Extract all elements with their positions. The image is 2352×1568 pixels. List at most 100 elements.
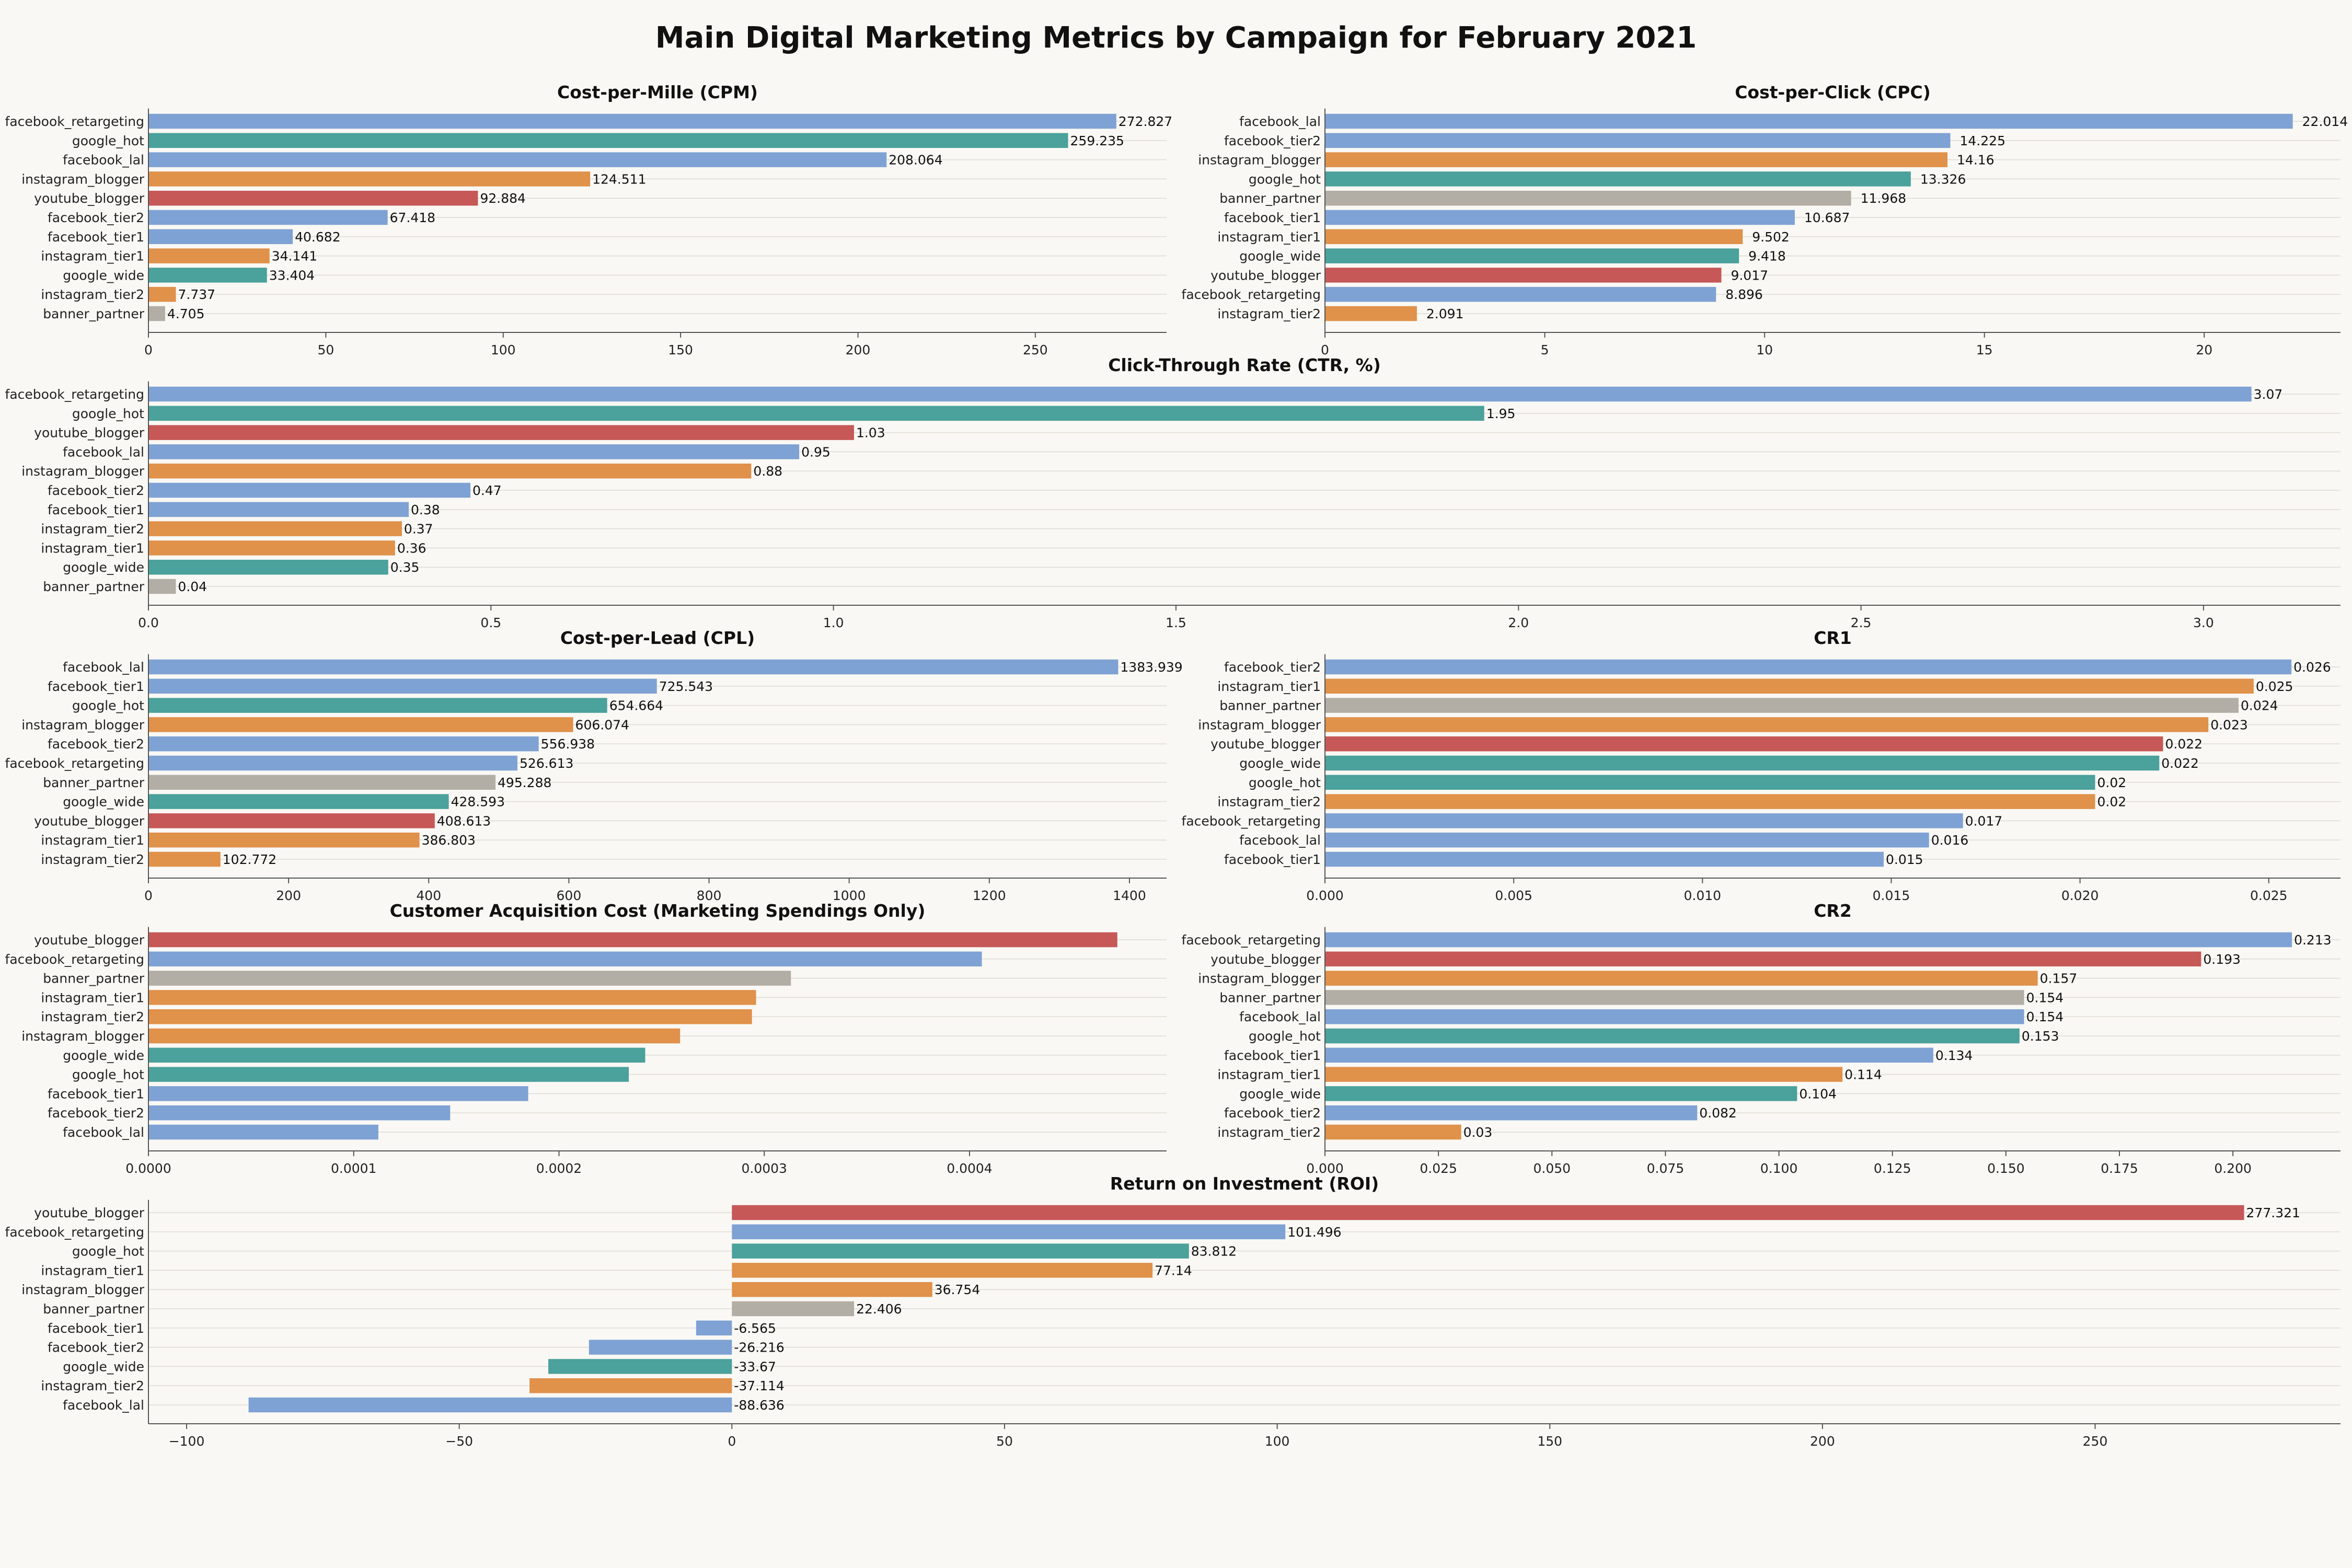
category-label: facebook_tier1 — [48, 1086, 144, 1101]
x-tick-label: 5 — [1541, 342, 1549, 358]
x-tick-label: 0.0 — [138, 615, 159, 630]
category-label: youtube_blogger — [1210, 736, 1321, 752]
value-label: 0.38 — [411, 502, 440, 517]
bar-youtube_blogger — [732, 1205, 2244, 1220]
value-label: 0.37 — [404, 522, 433, 537]
bar-instagram_blogger — [148, 171, 591, 187]
bar-instagram_tier1 — [1325, 1067, 1843, 1082]
value-label: 10.687 — [1804, 210, 1850, 225]
bar-instagram_tier2 — [148, 286, 176, 302]
category-label: youtube_blogger — [34, 191, 145, 206]
value-label: -88.636 — [734, 1398, 785, 1413]
value-label: 0.193 — [2203, 952, 2241, 967]
category-label: youtube_blogger — [34, 932, 145, 948]
value-label: 0.02 — [2097, 794, 2127, 810]
bar-google_hot — [148, 698, 607, 713]
chart-panel-4: Cost-per-Lead (CPL) facebook_lal 1383.939 f… — [5, 628, 1183, 903]
category-label: banner_partner — [43, 306, 145, 321]
x-tick-label: 200 — [1810, 1434, 1835, 1449]
value-label: 8.896 — [1725, 287, 1763, 302]
x-tick-label: 15 — [1976, 342, 1993, 358]
bar-youtube_blogger — [1325, 951, 2201, 967]
x-tick-label: 0.0003 — [741, 1161, 787, 1176]
bar-facebook_tier1 — [1325, 210, 1795, 225]
chart-panel-2: Cost-per-Click (CPC) facebook_lal 22.014 fa… — [1182, 82, 2348, 358]
value-label: 1.95 — [1486, 406, 1516, 421]
category-label: facebook_tier2 — [48, 736, 144, 752]
x-tick-label: 1400 — [1113, 888, 1146, 903]
bar-facebook_tier2 — [1325, 133, 1951, 148]
bar-youtube_blogger — [148, 932, 1117, 948]
x-tick-label: 0.005 — [1495, 888, 1532, 903]
bar-instagram_tier2 — [148, 851, 221, 867]
x-tick-label: 0 — [728, 1434, 736, 1449]
category-label: instagram_blogger — [21, 1029, 144, 1044]
bar-banner_partner — [148, 306, 165, 321]
category-label: facebook_tier2 — [48, 483, 144, 498]
x-tick-label: 0.100 — [1760, 1161, 1798, 1176]
value-label: 101.496 — [1287, 1225, 1341, 1240]
x-tick-label: 1.0 — [823, 615, 844, 630]
bar-facebook_lal — [148, 659, 1119, 675]
bar-google_hot — [1325, 775, 2095, 790]
x-tick-label: 0.150 — [1987, 1161, 2025, 1176]
bar-google_hot — [148, 1067, 629, 1082]
category-label: facebook_tier1 — [1224, 852, 1321, 867]
x-tick-label: 2.0 — [1508, 615, 1529, 630]
bar-banner_partner — [148, 775, 496, 790]
bar-facebook_retargeting — [1325, 286, 1716, 302]
bar-instagram_blogger — [1325, 717, 2209, 732]
category-label: facebook_tier1 — [1224, 210, 1321, 225]
bar-youtube_blogger — [148, 813, 435, 828]
value-label: 0.023 — [2210, 717, 2248, 732]
category-label: youtube_blogger — [34, 1205, 145, 1220]
category-label: facebook_retargeting — [5, 1225, 144, 1240]
value-label: 2.091 — [1426, 306, 1464, 321]
bar-banner_partner — [732, 1301, 855, 1317]
bar-facebook_retargeting — [732, 1224, 1286, 1240]
x-tick-label: 0.025 — [2250, 888, 2288, 903]
value-label: 40.682 — [295, 229, 340, 245]
bar-instagram_blogger — [148, 463, 752, 479]
bar-google_wide — [548, 1359, 732, 1374]
value-label: 495.288 — [498, 775, 551, 790]
value-label: 0.134 — [1935, 1048, 1973, 1063]
category-label: youtube_blogger — [34, 813, 145, 828]
panel-title: Cost-per-Mille (CPM) — [557, 82, 758, 102]
x-tick-label: 0 — [1321, 342, 1329, 358]
bar-instagram_blogger — [148, 717, 573, 732]
category-label: facebook_tier2 — [48, 1340, 144, 1355]
value-label: 526.613 — [520, 756, 573, 771]
category-label: instagram_tier1 — [41, 1263, 144, 1278]
category-label: instagram_tier2 — [41, 1378, 144, 1393]
bar-instagram_tier2 — [1325, 306, 1417, 321]
panel-title: Cost-per-Lead (CPL) — [560, 628, 755, 648]
category-label: instagram_tier1 — [41, 990, 144, 1005]
panel-title: Click-Through Rate (CTR, %) — [1108, 355, 1381, 375]
bar-facebook_tier1 — [1325, 1047, 1933, 1063]
bar-instagram_tier2 — [1325, 1124, 1461, 1140]
panel-title: CR2 — [1814, 901, 1852, 921]
chart-panel-8: Return on Investment (ROI) youtube_blogge… — [5, 1173, 2341, 1449]
value-label: 9.502 — [1752, 229, 1790, 245]
value-label: 272.827 — [1119, 114, 1172, 129]
category-label: facebook_tier2 — [1224, 660, 1321, 675]
value-label: 0.082 — [1699, 1105, 1737, 1121]
bar-instagram_blogger — [1325, 152, 1948, 167]
bar-facebook_lal — [148, 152, 887, 167]
x-tick-label: 0.075 — [1647, 1161, 1685, 1176]
value-label: 4.705 — [167, 306, 205, 321]
category-label: google_hot — [1249, 1029, 1321, 1044]
category-label: google_wide — [63, 560, 144, 575]
x-tick-label: 250 — [1023, 342, 1048, 358]
category-label: google_hot — [72, 1244, 144, 1259]
bar-facebook_tier2 — [148, 210, 388, 225]
value-label: -26.216 — [734, 1340, 785, 1355]
x-tick-label: 0.020 — [2061, 888, 2099, 903]
value-label: 0.04 — [178, 579, 207, 594]
category-label: facebook_lal — [63, 660, 144, 675]
value-label: 0.104 — [1799, 1086, 1837, 1101]
category-label: google_wide — [1239, 1086, 1321, 1101]
panel-title: Cost-per-Click (CPC) — [1735, 82, 1931, 102]
x-tick-label: 150 — [1537, 1434, 1562, 1449]
